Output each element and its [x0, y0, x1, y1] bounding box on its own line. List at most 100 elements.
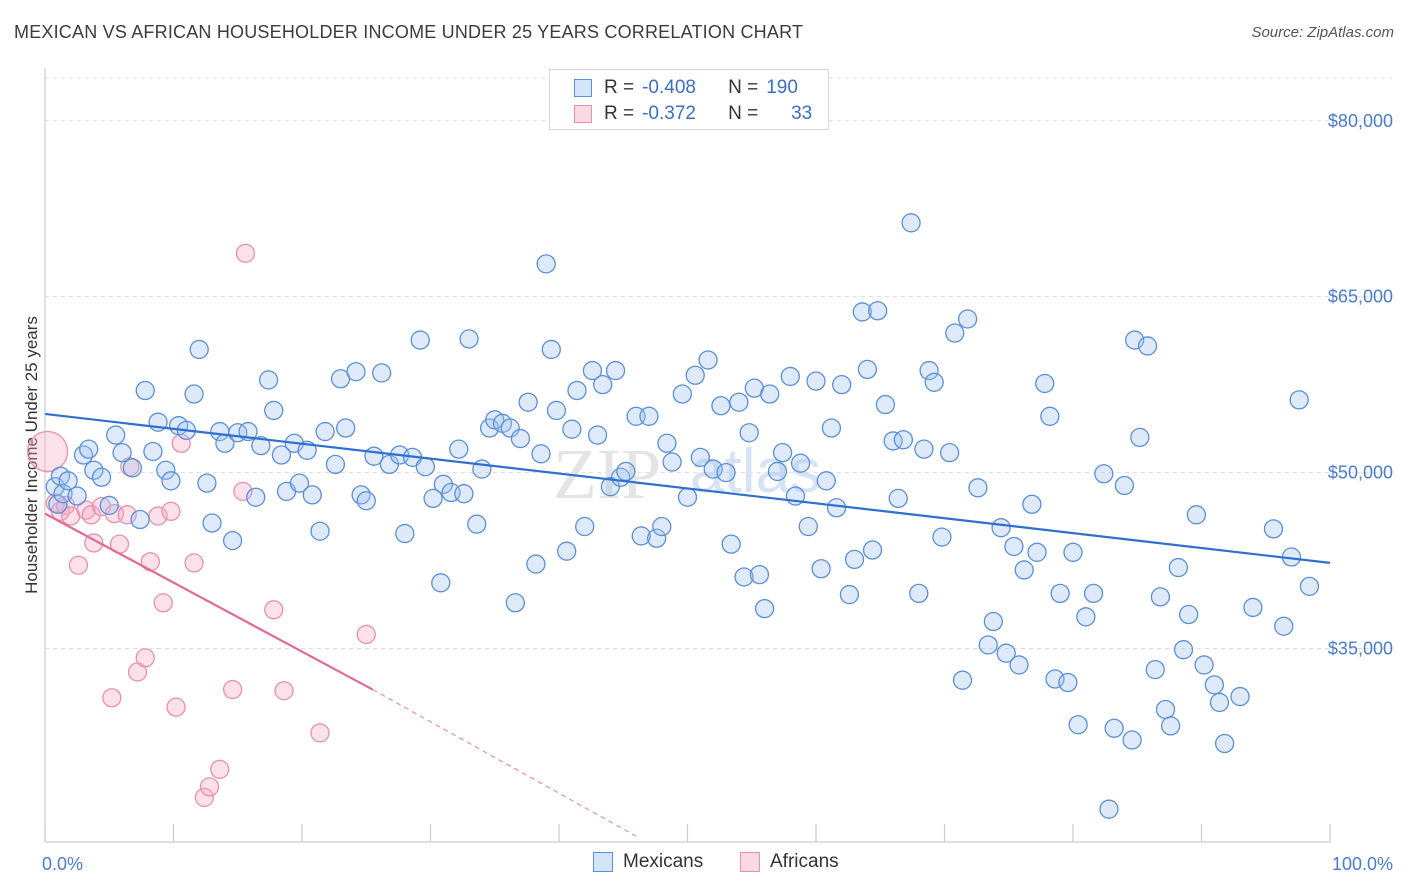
- mexicans-point: [932, 527, 952, 547]
- africans-point: [166, 697, 186, 717]
- mexicans-point: [996, 643, 1016, 663]
- mexicans-point: [1076, 607, 1096, 627]
- africans-trend-line: [44, 512, 374, 691]
- mexicans-point: [135, 380, 155, 401]
- mexicans-point: [130, 509, 150, 530]
- africans-point: [161, 501, 181, 521]
- y-tick-labels: $35,000 $50,000 $65,000 $80,000: [1328, 111, 1393, 659]
- mexicans-point: [1274, 616, 1294, 636]
- mexicans-point: [84, 460, 104, 480]
- mexicans-point: [336, 418, 356, 438]
- mexicans-point: [1058, 672, 1078, 693]
- legend-r-label: R =: [604, 77, 635, 98]
- mexicans-point: [1209, 692, 1230, 713]
- chart-title: MEXICAN VS AFRICAN HOUSEHOLDER INCOME UN…: [14, 22, 804, 42]
- mexicans-point: [1161, 716, 1181, 736]
- africans-point: [194, 787, 214, 808]
- mexicans-point: [945, 323, 965, 343]
- mexicans-point: [1063, 542, 1083, 562]
- mexicans-point: [888, 488, 908, 509]
- mexicans-point: [423, 488, 443, 509]
- mexicans-point: [106, 425, 126, 445]
- mexicans-point: [875, 394, 896, 415]
- mexicans-point: [1243, 597, 1263, 618]
- mexicans-point: [631, 526, 651, 546]
- mexicans-point: [1040, 406, 1060, 426]
- y-tick-label: $80,000: [1328, 111, 1393, 131]
- mexicans-point: [433, 474, 454, 494]
- legend-n-label: N =: [728, 103, 759, 124]
- mexicans-point: [459, 329, 479, 349]
- africans-trend-extension: [372, 689, 637, 837]
- mexicans-point: [1299, 576, 1320, 596]
- series-label-mexicans: Mexicans: [623, 851, 704, 872]
- mexicans-point: [143, 441, 163, 462]
- mexicans-point: [73, 445, 94, 465]
- mexicans-point: [868, 301, 888, 321]
- africans-point: [210, 759, 230, 779]
- mexicans-point: [467, 514, 487, 534]
- mexicans-point: [410, 330, 430, 350]
- mexicans-point: [310, 521, 330, 541]
- mexicans-point: [957, 309, 978, 329]
- mexicans-point: [652, 516, 672, 537]
- mexicans-point: [1145, 659, 1165, 680]
- mexicans-point: [754, 598, 775, 619]
- mexicans-point: [677, 487, 698, 507]
- mexicans-point: [271, 445, 292, 465]
- mexicans-point: [772, 443, 793, 463]
- mexicans-point: [449, 439, 469, 459]
- mexicans-point: [302, 485, 322, 505]
- mexicans-point: [112, 443, 132, 463]
- series-swatch-africans: [740, 852, 760, 872]
- legend-n-value: 33: [791, 103, 813, 124]
- mexicans-point: [526, 554, 546, 574]
- mexicans-point: [258, 370, 279, 390]
- mexicans-point: [832, 374, 852, 395]
- mexicans-point: [1022, 494, 1042, 514]
- mexicans-point: [415, 457, 436, 477]
- mexicans-point: [734, 567, 754, 587]
- mexicans-point: [862, 540, 883, 560]
- mexicans-point: [251, 435, 271, 456]
- mexicans-point: [909, 583, 929, 604]
- mexicans-point: [605, 360, 626, 381]
- mexicans-point: [454, 484, 474, 504]
- africans-point: [222, 679, 243, 700]
- mexicans-point: [1214, 733, 1235, 754]
- y-tick-label: $65,000: [1328, 287, 1393, 307]
- series-label-africans: Africans: [770, 851, 839, 872]
- mexicans-point: [690, 447, 710, 467]
- mexicans-point: [161, 471, 181, 491]
- mexicans-point: [821, 418, 842, 438]
- series-legend: Mexicans Africans: [0, 851, 1406, 877]
- mexicans-point: [780, 366, 800, 387]
- mexicans-point: [1173, 640, 1194, 660]
- mexicans-point: [749, 564, 770, 585]
- mexicans-point: [122, 458, 143, 478]
- mexicans-point: [844, 549, 865, 570]
- mexicans-point: [826, 498, 847, 518]
- mexicans-point: [639, 406, 659, 426]
- mexicans-point: [156, 460, 176, 480]
- africans-point: [153, 593, 173, 613]
- mexicans-point: [372, 363, 392, 383]
- mexicans-point: [531, 444, 551, 464]
- series-legend-africans: Africans: [740, 851, 839, 873]
- mexicans-point: [1186, 505, 1207, 525]
- mexicans-point: [582, 360, 603, 381]
- mexicans-point: [67, 486, 87, 506]
- legend-n-value: 190: [766, 77, 798, 98]
- mexicans-point: [739, 423, 759, 443]
- mexicans-point: [616, 461, 636, 482]
- mexicans-point: [79, 439, 99, 459]
- mexicans-point: [924, 372, 944, 392]
- mexicans-point: [91, 467, 112, 487]
- mexicans-point: [289, 473, 310, 493]
- mexicans-point: [1194, 655, 1214, 675]
- africans-point: [184, 553, 204, 573]
- mexicans-point: [1050, 583, 1070, 604]
- mexicans-point: [1027, 542, 1047, 562]
- mexicans-point: [1122, 730, 1142, 750]
